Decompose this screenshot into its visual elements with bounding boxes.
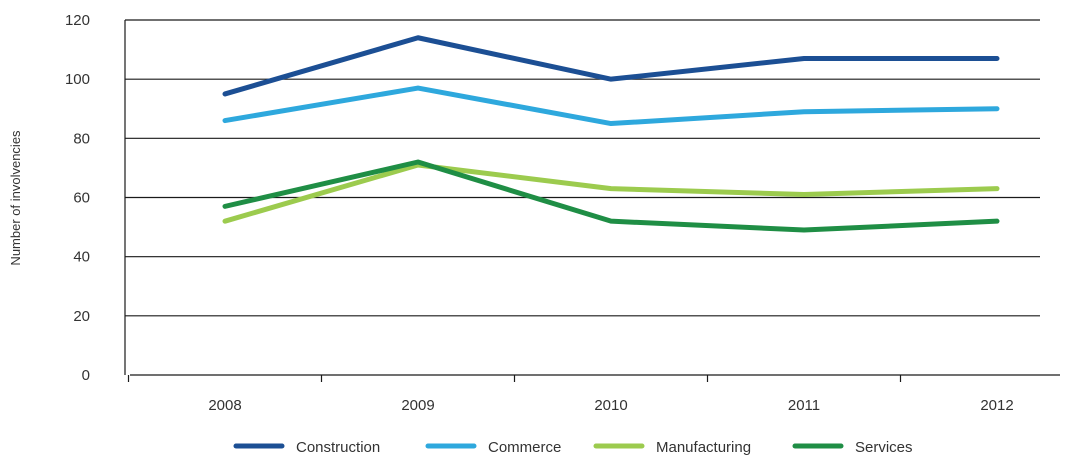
series-line-services (222, 159, 1000, 233)
legend: Construction Commerce Manufacturing Service… (233, 439, 913, 455)
y-tick-label: 120 (65, 12, 90, 29)
axes (124, 20, 1060, 382)
y-tick-label: 80 (73, 130, 90, 147)
y-tick-label: 40 (73, 249, 90, 266)
y-axis-title: Number of involvencies (8, 130, 23, 266)
x-tick-label: 2011 (788, 397, 820, 414)
y-tick-label: 100 (65, 71, 90, 88)
x-tick-label: 2009 (401, 397, 434, 414)
legend-label: Manufacturing (656, 439, 751, 455)
series-line-manufacturing (222, 162, 1000, 224)
legend-item-services: Services (792, 439, 913, 455)
y-tick-label: 60 (73, 190, 90, 207)
legend-item-commerce: Commerce (425, 439, 561, 455)
series-line-commerce (222, 85, 1000, 127)
legend-label: Commerce (488, 439, 561, 455)
legend-item-construction: Construction (233, 439, 380, 455)
y-tick-label: 0 (82, 367, 90, 384)
series-lines (222, 35, 1000, 233)
legend-item-manufacturing: Manufacturing (593, 439, 751, 455)
legend-label: Construction (296, 439, 380, 455)
y-tick-label: 20 (73, 308, 90, 325)
x-tick-label: 2008 (208, 397, 241, 414)
y-tick-labels: 0 20 40 60 80 100 120 (65, 12, 90, 384)
series-line-construction (222, 35, 1000, 97)
x-tick-label: 2010 (594, 397, 627, 414)
gridlines (125, 19, 1040, 317)
x-tick-label: 2012 (980, 397, 1013, 414)
legend-label: Services (855, 439, 913, 455)
x-tick-labels: 2008 2009 2010 2011 2012 (208, 397, 1013, 414)
